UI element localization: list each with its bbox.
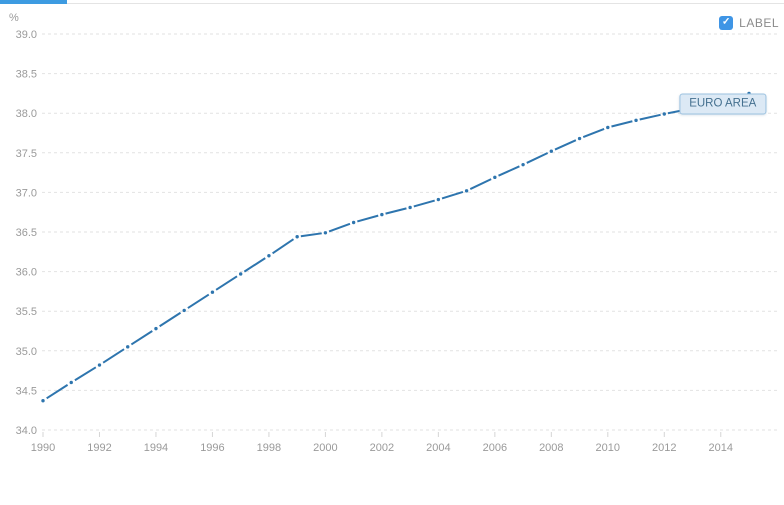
x-tick-label: 2000: [313, 442, 337, 454]
series-label-tag[interactable]: EURO AREA: [679, 93, 767, 115]
series-segment: [494, 163, 524, 179]
series-segment: [211, 273, 242, 294]
series-segment: [438, 189, 467, 201]
x-tick-label: 2004: [426, 442, 450, 454]
y-axis-unit-label: %: [9, 12, 19, 24]
data-point-marker: [154, 326, 158, 331]
data-point-marker: [97, 363, 102, 367]
data-point-marker: [408, 205, 412, 210]
loading-progress-bar: [0, 0, 67, 4]
data-point-marker: [41, 398, 45, 403]
label-checkbox[interactable]: ✓: [719, 16, 734, 30]
series-segment: [297, 231, 326, 238]
x-tick-label: 2006: [483, 442, 507, 454]
data-point-marker: [69, 380, 73, 385]
series-segment: [155, 309, 185, 330]
data-point-marker: [323, 231, 328, 235]
series-segment: [127, 327, 157, 348]
series-segment: [42, 381, 72, 402]
data-point-marker: [436, 197, 441, 202]
data-point-marker: [662, 112, 666, 116]
y-tick-label: 37.5: [16, 148, 37, 160]
data-point-marker: [182, 308, 186, 313]
data-point-marker: [126, 345, 130, 349]
series-segment: [409, 198, 439, 209]
series-segment: [98, 345, 129, 366]
y-tick-label: 35.5: [16, 306, 37, 318]
series-segment: [353, 213, 383, 224]
x-tick-label: 1998: [257, 442, 281, 454]
check-icon: ✓: [721, 16, 731, 28]
y-tick-label: 37.0: [16, 187, 37, 199]
data-point-marker: [295, 235, 299, 239]
data-point-marker: [634, 118, 638, 123]
data-point-marker: [549, 149, 554, 153]
series-segment: [381, 206, 411, 216]
x-tick-label: 2012: [652, 442, 676, 454]
x-tick-label: 1996: [200, 442, 224, 454]
series-segment: [183, 291, 213, 312]
top-loading-bar: [0, 0, 784, 5]
series-segment: [635, 113, 665, 122]
data-point-marker: [210, 290, 215, 294]
data-point-marker: [351, 220, 356, 225]
y-tick-label: 36.5: [16, 227, 37, 239]
data-point-marker: [521, 162, 525, 167]
x-tick-label: 1994: [144, 442, 168, 454]
series-segment: [325, 221, 354, 234]
top-hairline: [0, 3, 784, 4]
y-tick-label: 36.0: [16, 267, 37, 279]
x-tick-label: 2002: [370, 442, 394, 454]
y-tick-label: 34.5: [16, 385, 37, 397]
y-tick-label: 39.0: [16, 29, 37, 41]
series-segment: [240, 254, 270, 275]
data-point-marker: [238, 272, 243, 276]
x-tick-label: 1992: [87, 442, 111, 454]
data-point-marker: [267, 254, 271, 258]
x-tick-label: 2010: [596, 442, 620, 454]
series-segment: [70, 364, 101, 384]
label-toggle-text: LABEL: [739, 16, 779, 30]
series-segment: [268, 235, 298, 257]
series-segment: [579, 126, 609, 140]
data-point-marker: [380, 212, 384, 217]
series-segment: [550, 137, 580, 153]
y-tick-label: 38.0: [16, 108, 37, 120]
data-point-marker: [464, 189, 469, 193]
y-tick-label: 35.0: [16, 346, 37, 358]
series-segment: [522, 150, 552, 166]
x-tick-label: 2014: [709, 442, 733, 454]
label-toggle[interactable]: ✓ LABEL: [719, 16, 779, 30]
data-point-marker: [606, 125, 610, 130]
series-segment: [466, 176, 496, 192]
y-tick-label: 38.5: [16, 69, 37, 81]
series-segment: [607, 119, 637, 129]
y-tick-label: 34.0: [16, 425, 37, 437]
data-point-marker: [577, 136, 582, 141]
x-tick-label: 2008: [539, 442, 563, 454]
data-point-marker: [493, 175, 497, 180]
x-tick-label: 1990: [31, 442, 55, 454]
